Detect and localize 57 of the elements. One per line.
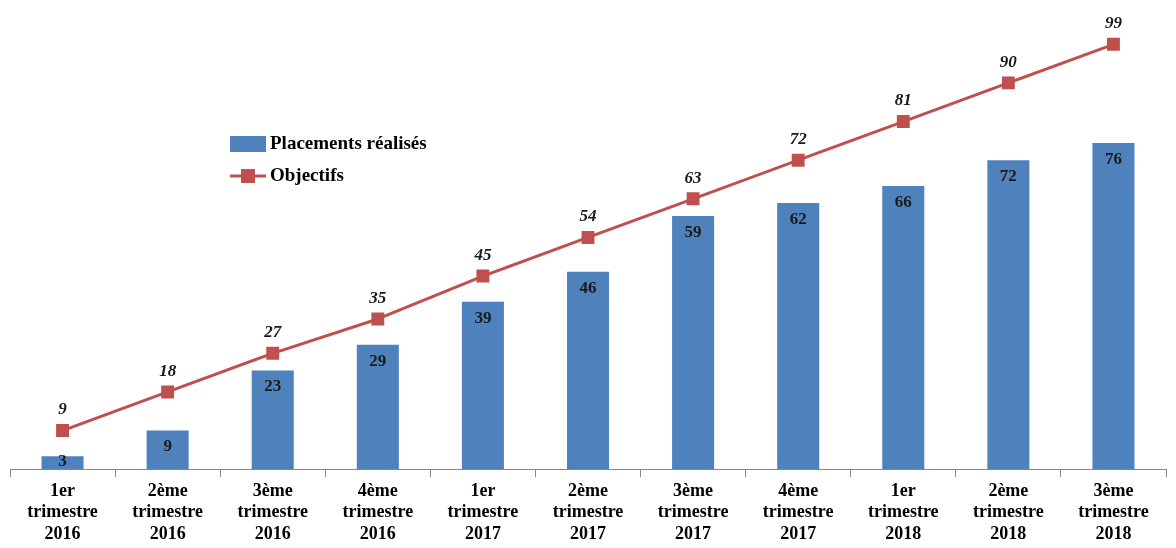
- point: [581, 230, 595, 244]
- data-label: 54: [579, 206, 597, 226]
- point: [371, 312, 385, 326]
- bar: [777, 203, 820, 470]
- bar: [356, 344, 399, 470]
- x-tick-label: 4ème trimestre 2017: [762, 479, 834, 543]
- data-label: 9: [163, 436, 172, 456]
- point: [476, 269, 490, 283]
- data-label: 46: [579, 277, 597, 297]
- legend-label: Placements réalisés: [270, 131, 427, 153]
- point: [1107, 37, 1120, 51]
- data-label: 66: [894, 191, 912, 211]
- data-label: 35: [368, 287, 387, 307]
- point: [791, 153, 805, 167]
- data-label: 62: [789, 208, 807, 228]
- bar: [882, 185, 925, 470]
- data-label: 72: [999, 166, 1017, 186]
- bar: [251, 370, 294, 470]
- data-label: 90: [999, 51, 1018, 71]
- data-label: 27: [263, 322, 283, 342]
- point: [1001, 76, 1015, 90]
- bar: [146, 430, 189, 470]
- x-tick-label: 1er trimestre 2017: [447, 479, 519, 543]
- data-label: 45: [473, 244, 492, 264]
- data-label: 9: [58, 399, 68, 419]
- data-label: 39: [474, 307, 492, 327]
- x-tick-label: 2ème trimestre 2016: [132, 479, 203, 543]
- x-tick-label: 3ème trimestre 2018: [1078, 479, 1149, 543]
- point: [686, 192, 700, 206]
- point: [161, 385, 175, 399]
- data-label: 29: [369, 350, 387, 370]
- data-label: 99: [1104, 13, 1123, 33]
- data-label: 81: [894, 90, 912, 110]
- bar: [566, 271, 610, 470]
- legend-label: Objectifs: [270, 163, 344, 185]
- data-label: 63: [684, 167, 703, 187]
- x-tick-label: 1er trimestre 2018: [867, 479, 939, 543]
- x-tick-label: 4ème trimestre 2016: [342, 479, 414, 543]
- data-label: 18: [159, 360, 177, 380]
- bar: [41, 456, 84, 470]
- x-tick-label: 3ème trimestre 2016: [237, 479, 309, 543]
- bar: [461, 301, 504, 470]
- x-tick-label: 2ème trimestre 2018: [973, 479, 1044, 543]
- x-tick-label: 2ème trimestre 2017: [552, 479, 624, 543]
- point: [896, 115, 910, 128]
- bar: [1092, 143, 1135, 470]
- data-label: 76: [1104, 148, 1122, 168]
- data-label: 72: [789, 129, 808, 149]
- point: [266, 346, 280, 360]
- data-label: 59: [684, 221, 702, 241]
- data-label: 3: [58, 451, 67, 471]
- point: [56, 424, 69, 438]
- bar: [987, 160, 1030, 470]
- x-tick-label: 1er trimestre 2016: [27, 479, 98, 543]
- x-tick-label: 3ème trimestre 2017: [657, 479, 729, 543]
- bar: [672, 215, 715, 470]
- data-label: 23: [264, 376, 282, 396]
